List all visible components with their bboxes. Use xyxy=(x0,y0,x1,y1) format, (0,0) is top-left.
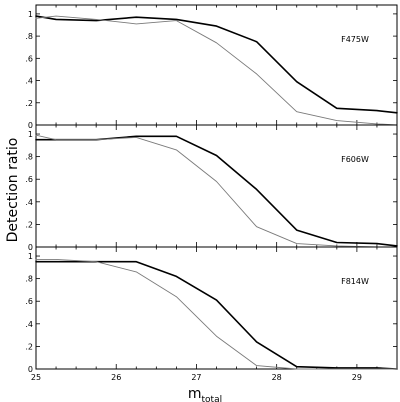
y-tick-label: .2 xyxy=(25,342,33,351)
x-tick-label: 26 xyxy=(111,373,121,382)
y-tick-label: 0 xyxy=(28,243,33,252)
y-tick-label: .8 xyxy=(25,153,33,162)
series-line-thin xyxy=(35,258,398,370)
y-tick-label: .2 xyxy=(25,99,33,108)
y-tick-label: 0 xyxy=(28,365,33,374)
x-tick-label: 25 xyxy=(31,373,41,382)
y-tick-label: .2 xyxy=(25,220,33,229)
y-tick-label: .8 xyxy=(25,32,33,41)
y-tick-label: .6 xyxy=(25,175,33,184)
panel-label: F606W xyxy=(341,155,369,164)
panel-label: F475W xyxy=(341,35,369,44)
panel-F814W: 0 .2 .4 .6 .8 1 F814W xyxy=(25,246,398,374)
y-tick-label: 1 xyxy=(28,252,33,261)
panel-F606W: 0 .2 .4 .6 .8 1 F606W xyxy=(25,124,398,252)
x-axis-title-subscript: total xyxy=(202,395,223,402)
y-tick-label: .6 xyxy=(25,297,33,306)
panel-frame xyxy=(35,246,398,370)
x-tick-labels: 25 26 27 28 29 xyxy=(31,373,362,382)
series-line-thick xyxy=(35,15,398,114)
x-axis-title-main: m xyxy=(188,386,202,402)
x-tick-label: 27 xyxy=(191,373,201,382)
y-tick-label: 0 xyxy=(28,121,33,130)
y-tick-label: 1 xyxy=(28,130,33,139)
y-tick-label: .8 xyxy=(25,275,33,284)
series-line-thin xyxy=(35,15,398,126)
y-tick-label: .4 xyxy=(25,198,33,207)
series-line-thin xyxy=(35,134,398,248)
y-tick-label: 1 xyxy=(28,10,33,19)
x-tick-label: 28 xyxy=(272,373,282,382)
panel-frame xyxy=(35,124,398,248)
panel-F475W: 0 .2 .4 .6 .8 1 F475W xyxy=(25,4,398,130)
y-tick-label: .4 xyxy=(25,320,33,329)
chart-panels: 0 .2 .4 .6 .8 1 F475W 0 .2 .4 .6 .8 1 F606W 0 .2 .4 .6 .8 1… xyxy=(25,4,398,374)
y-tick-label: .4 xyxy=(25,77,33,86)
series-line-thick xyxy=(35,135,398,247)
panel-frame xyxy=(35,4,398,126)
series-line-thick xyxy=(35,260,398,370)
y-tick-label: .6 xyxy=(25,54,33,63)
y-axis-title: Detection ratio xyxy=(5,138,21,243)
x-tick-label: 29 xyxy=(352,373,362,382)
panel-label: F814W xyxy=(341,277,369,286)
x-axis-title: mtotal xyxy=(188,386,222,402)
